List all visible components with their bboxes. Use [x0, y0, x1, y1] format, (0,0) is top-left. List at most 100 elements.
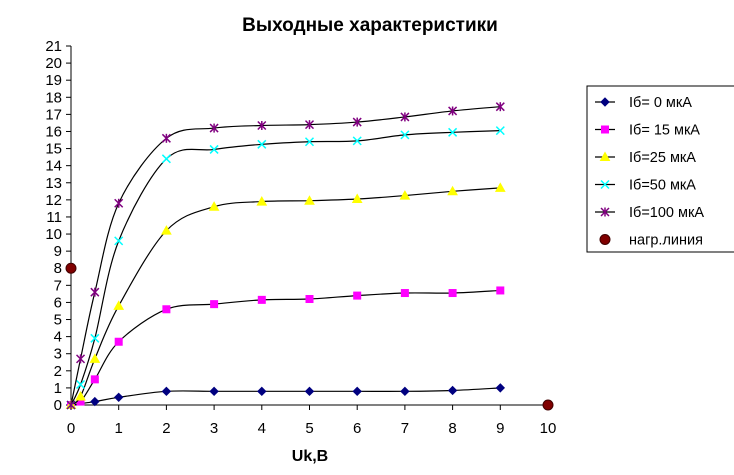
data-point: [400, 130, 410, 140]
legend-label: Iб=100 мкА: [629, 205, 704, 221]
data-point: [161, 154, 171, 164]
data-point: [305, 295, 314, 304]
data-point: [353, 291, 362, 300]
legend-label: Iб=25 мкА: [629, 150, 696, 166]
data-point: [90, 333, 100, 343]
legend-marker: [600, 179, 610, 190]
y-tick-label: 17: [45, 106, 62, 123]
series-2: [65, 182, 506, 409]
y-tick-label: 14: [45, 158, 62, 175]
data-point: [89, 353, 101, 363]
x-tick-label: 1: [115, 420, 123, 437]
y-tick-label: 19: [45, 72, 62, 89]
data-point: [400, 112, 410, 122]
data-point: [75, 390, 86, 401]
data-point: [352, 117, 362, 127]
y-tick-label: 8: [54, 260, 62, 277]
legend-marker: [601, 125, 609, 134]
data-point: [304, 195, 315, 205]
series-line: [70, 187, 501, 406]
data-point: [90, 396, 100, 407]
data-point: [352, 386, 362, 397]
data-point: [351, 193, 363, 204]
legend-label: нагр.линия: [629, 233, 703, 249]
legend-marker: [600, 207, 610, 217]
series-line: [70, 289, 501, 406]
data-point: [448, 289, 457, 298]
x-tick-label: 2: [162, 420, 170, 437]
x-tick-label: 10: [540, 420, 557, 437]
data-point: [399, 190, 411, 200]
data-point: [76, 379, 86, 390]
data-point: [304, 120, 315, 130]
data-point: [542, 399, 554, 411]
y-tick-label: 1: [54, 380, 62, 397]
x-tick-label: 7: [401, 420, 409, 437]
y-tick-label: 4: [54, 329, 62, 346]
data-point: [400, 289, 409, 298]
data-point: [161, 386, 172, 397]
x-tick-label: 0: [67, 420, 75, 437]
legend-marker: [600, 97, 610, 107]
data-point: [494, 182, 506, 192]
data-point: [162, 305, 171, 314]
data-point: [495, 126, 505, 136]
chart-title: Выходные характеристики: [242, 15, 498, 36]
legend-box: [586, 85, 734, 253]
y-tick-label: 9: [54, 243, 62, 260]
data-point: [161, 133, 171, 143]
series-1: [67, 286, 505, 409]
data-point: [114, 337, 123, 346]
series-line: [70, 387, 501, 406]
data-point: [161, 225, 172, 235]
x-axis-title: Uk,B: [292, 448, 328, 465]
series-line: [70, 130, 501, 406]
data-point: [65, 262, 77, 274]
data-point: [76, 354, 86, 364]
legend-label: Iб= 15 мкА: [629, 123, 700, 139]
y-tick-label: 16: [45, 123, 62, 140]
x-tick-label: 5: [305, 420, 313, 437]
x-tick-label: 4: [258, 420, 266, 437]
data-point: [113, 300, 125, 310]
data-point: [208, 201, 220, 211]
data-point: [447, 385, 458, 396]
data-point: [495, 383, 506, 393]
data-point: [257, 120, 267, 131]
series-4: [66, 102, 505, 410]
series-3: [66, 126, 505, 410]
data-point: [448, 106, 458, 116]
y-tick-label: 20: [45, 55, 62, 72]
data-point: [400, 386, 410, 397]
y-tick-label: 3: [54, 346, 62, 363]
y-tick-label: 7: [54, 277, 62, 294]
legend-label: Iб=50 мкА: [629, 178, 696, 194]
data-point: [90, 375, 99, 384]
data-point: [209, 386, 219, 397]
data-point: [304, 386, 315, 397]
data-point: [352, 136, 362, 146]
y-tick-label: 21: [45, 38, 62, 55]
data-point: [209, 144, 219, 154]
y-tick-label: 0: [54, 397, 62, 414]
y-tick-label: 11: [46, 209, 62, 226]
x-tick-label: 3: [210, 420, 218, 437]
data-point: [209, 123, 219, 133]
data-point: [257, 139, 267, 149]
y-tick-label: 10: [45, 226, 62, 243]
data-point: [448, 127, 458, 137]
legend-marker: [599, 234, 611, 245]
data-point: [447, 185, 458, 196]
y-tick-label: 6: [54, 294, 62, 311]
series-5: [65, 262, 554, 411]
y-tick-label: 18: [45, 89, 62, 106]
data-point: [304, 137, 315, 147]
y-tick-label: 12: [45, 192, 62, 209]
y-tick-label: 2: [54, 363, 62, 380]
x-tick-label: 9: [496, 420, 504, 437]
y-tick-label: 15: [45, 141, 62, 158]
legend: Iб= 0 мкА Iб= 15 мкА Iб=25 мкА Iб=50 мкА Iб=…: [586, 85, 734, 253]
data-point: [210, 300, 219, 309]
data-point: [66, 400, 76, 410]
x-tick-label: 6: [353, 420, 361, 437]
